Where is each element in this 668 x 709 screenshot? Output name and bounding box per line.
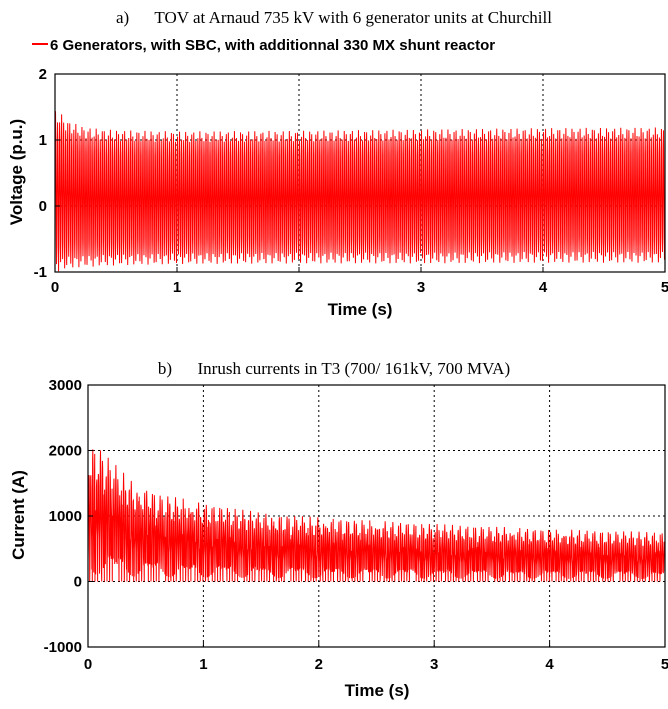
x-tick-label: 5 xyxy=(661,279,668,296)
x-tick-label: 1 xyxy=(199,656,207,673)
y-axis-label-b: Current (A) xyxy=(9,470,28,560)
x-axis-label-a: Time (s) xyxy=(328,300,393,319)
y-tick-label: 0 xyxy=(39,198,47,215)
legend-entry: 6 Generators, with SBC, with additionnal… xyxy=(50,37,495,54)
x-axis-label-b: Time (s) xyxy=(345,681,410,700)
x-tick-label: 3 xyxy=(430,656,438,673)
y-tick-label: 1000 xyxy=(49,508,82,525)
plot-frame-a xyxy=(54,73,666,273)
y-tick-label: 0 xyxy=(74,574,82,591)
caption-a: a) TOV at Arnaud 735 kV with 6 generator… xyxy=(116,8,552,27)
x-tick-label: 2 xyxy=(295,279,303,296)
x-tick-label: 2 xyxy=(315,656,323,673)
y-tick-label: -1 xyxy=(34,264,47,281)
series-voltage-line xyxy=(54,111,666,272)
chart-voltage: a) TOV at Arnaud 735 kV with 6 generator… xyxy=(7,8,668,319)
x-tick-label: 0 xyxy=(51,279,59,296)
x-tick-label: 5 xyxy=(661,656,668,673)
x-tick-label: 4 xyxy=(539,279,548,296)
y-tick-label: 3000 xyxy=(49,377,82,394)
y-tick-label: 2000 xyxy=(49,443,82,460)
y-axis-label-a: Voltage (p.u.) xyxy=(7,119,26,225)
y-tick-label: 2 xyxy=(39,66,47,83)
x-tick-label: 1 xyxy=(173,279,181,296)
x-tick-label: 0 xyxy=(84,656,92,673)
series-current-line xyxy=(87,449,666,582)
grid-b xyxy=(88,385,665,647)
y-tick-label: 1 xyxy=(39,132,47,149)
caption-b: b) Inrush currents in T3 (700/ 161kV, 70… xyxy=(158,359,510,378)
x-tick-label: 3 xyxy=(417,279,425,296)
y-tick-label: -1000 xyxy=(44,639,82,656)
x-tick-label: 4 xyxy=(545,656,554,673)
chart-current: b) Inrush currents in T3 (700/ 161kV, 70… xyxy=(9,359,668,700)
